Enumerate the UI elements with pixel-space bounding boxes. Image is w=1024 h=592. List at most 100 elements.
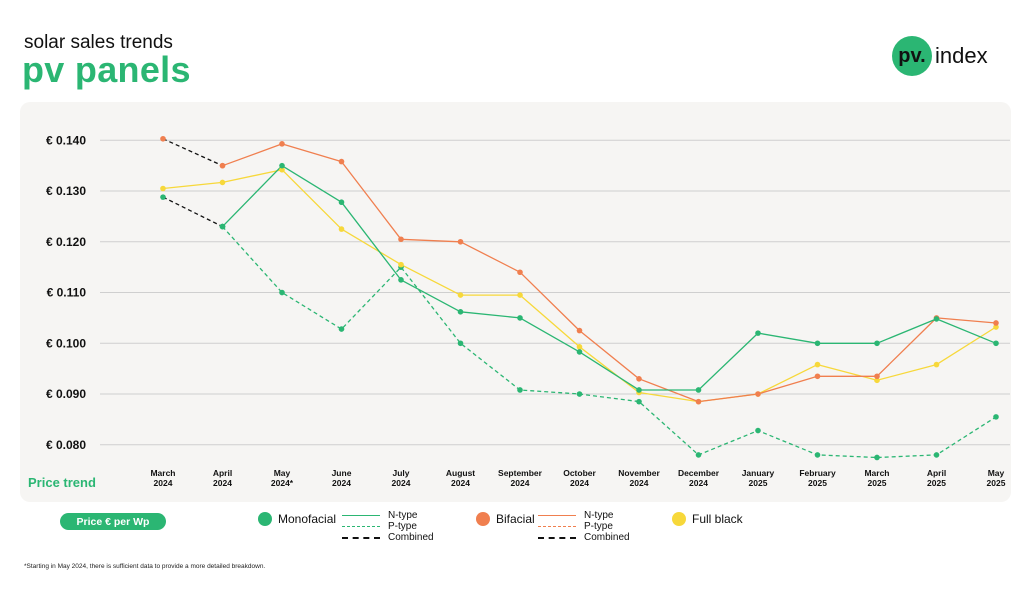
data-point-mono_ptype (457, 340, 464, 347)
data-point-full_black (398, 261, 404, 268)
data-point-bi_ntype (636, 376, 642, 382)
data-point-bi_ntype (874, 373, 880, 380)
footnote: *Starting in May 2024, there is sufficie… (24, 563, 266, 570)
data-point-mono_ntype (279, 162, 285, 169)
legend-line-mono-ntype (342, 515, 380, 516)
data-point-full_black (814, 361, 821, 368)
x-tick-label: 2024 (332, 478, 351, 488)
data-point-mono_ntype (517, 315, 523, 321)
data-point-bi_ntype (279, 141, 285, 147)
data-point-full_black (933, 361, 940, 368)
x-tick-label: July (392, 468, 409, 478)
data-point-mono_ntype (398, 277, 404, 283)
y-tick-label: € 0.090 (46, 387, 86, 401)
series-line-mono_ptype (222, 226, 997, 459)
data-point-mono_ntype (933, 316, 940, 322)
y-tick-label: € 0.120 (46, 235, 86, 249)
series-line-full_black (162, 169, 997, 403)
y-tick-label: € 0.080 (46, 438, 86, 452)
data-point-mono_ptype (636, 398, 642, 405)
data-point-bi_ntype (814, 373, 821, 380)
data-point-mono_combined (219, 223, 226, 230)
data-point-mono_ntype (576, 349, 583, 355)
data-point-mono_ntype (874, 340, 880, 347)
data-point-full_black (160, 185, 166, 192)
legend-line-bi-ptype (538, 526, 576, 527)
data-point-mono_ptype (695, 452, 702, 458)
data-point-full_black (457, 292, 464, 298)
data-point-mono_ptype (338, 326, 345, 332)
data-point-mono_combined (160, 194, 166, 200)
data-point-full_black (576, 344, 583, 350)
pv-index-logo: pv. index (892, 36, 988, 76)
x-tick-label: March (864, 468, 889, 478)
x-tick-label: November (618, 468, 660, 478)
data-point-mono_ptype (993, 414, 999, 420)
x-tick-label: 2024 (570, 478, 589, 488)
x-tick-label: 2025 (927, 478, 946, 488)
legend-mono-ntype: N-type (388, 510, 418, 521)
series-line-bi_combined (162, 138, 223, 167)
x-tick-label: June (332, 468, 352, 478)
legend-dot-monofacial (258, 512, 272, 526)
data-point-bi_combined (160, 135, 166, 142)
series-line-mono_ntype (222, 165, 997, 391)
x-tick-label: April (213, 468, 232, 478)
legend-bi-ptype: P-type (584, 521, 613, 532)
legend-dot-bifacial (476, 512, 490, 526)
data-point-mono_ptype (755, 427, 761, 434)
data-point-mono_ptype (874, 454, 880, 461)
x-tick-label: March (150, 468, 175, 478)
data-point-bi_ntype (755, 391, 761, 397)
data-point-mono_ptype (576, 391, 583, 397)
data-point-mono_ptype (279, 289, 285, 296)
data-point-mono_ptype (517, 387, 523, 393)
x-tick-label: 2024 (689, 478, 708, 488)
data-point-full_black (517, 292, 523, 298)
legend-label-monofacial: Monofacial (278, 512, 337, 526)
y-tick-label: € 0.130 (46, 184, 86, 198)
legend-bi-combined: Combined (584, 532, 630, 543)
legend-mono-combined: Combined (388, 532, 434, 543)
legend-line-mono-combined (342, 536, 380, 539)
x-tick-label: 2024 (451, 478, 470, 488)
chart-panel (20, 102, 1011, 502)
data-point-bi_ntype (993, 320, 999, 326)
x-tick-label: 2024 (213, 478, 232, 488)
legend-line-bi-ntype (538, 515, 576, 516)
legend-line-bi-combined (538, 536, 576, 539)
data-point-bi_ntype (398, 236, 404, 243)
x-tick-label: 2024 (392, 478, 411, 488)
x-tick-label: May (274, 468, 291, 478)
legend-bifacial: Bifacial (476, 512, 535, 526)
data-point-mono_ntype (993, 340, 999, 347)
x-tick-label: October (563, 468, 596, 478)
logo-mark: pv. (892, 36, 932, 76)
x-tick-label: September (498, 468, 543, 478)
legend-types-bifacial: N-type P-type Combined (538, 510, 630, 543)
data-point-full_black (338, 226, 345, 232)
data-point-bi_ntype (695, 398, 702, 405)
data-point-bi_combined (219, 162, 226, 169)
data-point-mono_ntype (814, 340, 821, 347)
data-point-bi_ntype (576, 327, 583, 334)
x-tick-label: August (446, 468, 475, 478)
data-point-full_black (993, 324, 999, 330)
legend-label-bifacial: Bifacial (496, 512, 535, 526)
price-trend-label: Price trend (28, 475, 96, 490)
x-tick-label: 2024 (154, 478, 173, 488)
legend-mono-ptype: P-type (388, 521, 417, 532)
logo-text: index (935, 43, 988, 68)
legend-bi-ntype: N-type (584, 510, 614, 521)
y-tick-label: € 0.100 (46, 336, 86, 350)
x-tick-label: 2025 (749, 478, 768, 488)
legend-monofacial: Monofacial (258, 512, 336, 526)
x-tick-label: 2025 (808, 478, 827, 488)
x-tick-label: 2024* (271, 478, 294, 488)
data-point-mono_ntype (755, 330, 761, 336)
data-point-mono_ptype (814, 452, 821, 458)
data-point-mono_ntype (457, 309, 464, 315)
data-point-full_black (279, 166, 285, 173)
data-point-full_black (874, 377, 880, 384)
x-tick-label: May (988, 468, 1005, 478)
